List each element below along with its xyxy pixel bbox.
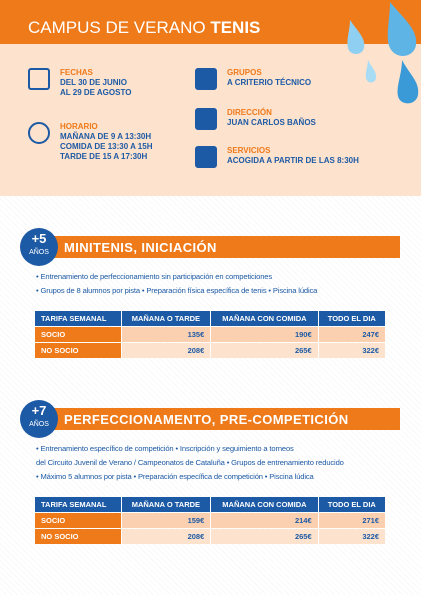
bullet-line: • Entrenamiento específico de competició…: [36, 444, 294, 453]
bullet-line: del Circuito Juvenil de Verano / Campeon…: [36, 458, 344, 467]
header-cell: TARIFA SEMANAL: [35, 497, 121, 512]
info-label: GRUPOS: [227, 68, 262, 77]
info-line: AL 29 DE AGOSTO: [60, 88, 132, 97]
bullet-line: • Entrenamiento de perfeccionamiento sin…: [36, 272, 272, 281]
bullet-line: • Máximo 5 alumnos por pista • Preparaci…: [36, 472, 314, 481]
price-cell: 247€: [318, 327, 385, 342]
age-circle: [20, 228, 58, 266]
info-line: A CRITERIO TÉCNICO: [227, 78, 312, 87]
header-cell: MAÑANA CON COMIDA: [211, 311, 318, 326]
age-unit: AÑOS: [29, 249, 49, 256]
info-label: SERVICIOS: [227, 146, 271, 155]
water-drops: [347, 2, 419, 104]
row-label: SOCIO: [35, 513, 121, 528]
price-cell: 159€: [121, 513, 211, 528]
price-cell: 322€: [318, 529, 385, 544]
info-line: TARDE DE 15 A 17:30H: [60, 152, 148, 161]
info-line: COMIDA DE 13:30 A 15H: [60, 142, 153, 151]
price-cell: 271€: [318, 513, 385, 528]
info-line: JUAN CARLOS BAÑOS: [227, 118, 316, 127]
section-bar: [48, 236, 400, 258]
header-title: CAMPUS DE VERANO TENIS: [28, 18, 260, 38]
title-bold: TENIS: [210, 18, 261, 37]
price-cell: 208€: [121, 529, 211, 544]
section-bar: [48, 408, 400, 430]
info-label: FECHAS: [60, 68, 93, 77]
price-cell: 265€: [211, 343, 318, 358]
info-icon: [28, 122, 50, 144]
header-cell: MAÑANA O TARDE: [121, 311, 211, 326]
price-cell: 214€: [211, 513, 318, 528]
header-cell: TODO EL DIA: [318, 311, 385, 326]
row-label: NO SOCIO: [35, 529, 121, 544]
info-icon: [28, 68, 50, 90]
header-cell: MAÑANA CON COMIDA: [211, 497, 318, 512]
info-label: DIRECCIÓN: [227, 108, 272, 117]
info-label: HORARIO: [60, 122, 98, 131]
price-cell: 190€: [211, 327, 318, 342]
row-label: NO SOCIO: [35, 343, 121, 358]
table-row: SOCIO 159€ 214€ 271€: [35, 513, 385, 528]
age-value: +7: [31, 403, 47, 418]
price-table: TARIFA SEMANAL MAÑANA O TARDE MAÑANA CON C…: [34, 310, 386, 359]
section-title: PERFECCIONAMENTO, PRE-COMPETICIÓN: [64, 412, 349, 427]
title-light: CAMPUS DE VERANO: [28, 18, 206, 37]
table-row: SOCIO 135€ 190€ 247€: [35, 327, 385, 342]
header-cell: MAÑANA O TARDE: [121, 497, 211, 512]
age-circle: [20, 400, 58, 438]
bullet-line: • Grupos de 8 alumnos por pista • Prepar…: [36, 286, 318, 295]
price-cell: 265€: [211, 529, 318, 544]
price-cell: 135€: [121, 327, 211, 342]
age-value: +5: [31, 231, 47, 246]
info-icon: [195, 108, 217, 130]
info-line: ACOGIDA A PARTIR DE LAS 8:30H: [227, 156, 359, 165]
info-icon: [195, 68, 217, 90]
info-line: MAÑANA DE 9 A 13:30H: [60, 132, 152, 141]
price-table: TARIFA SEMANAL MAÑANA O TARDE MAÑANA CON C…: [34, 496, 386, 545]
table-header: TARIFA SEMANAL MAÑANA O TARDE MAÑANA CON C…: [35, 311, 385, 326]
header-cell: TARIFA SEMANAL: [35, 311, 121, 326]
age-unit: AÑOS: [29, 421, 49, 428]
info-line: DEL 30 DE JUNIO: [60, 78, 127, 87]
table-row: NO SOCIO 208€ 265€ 322€: [35, 343, 385, 358]
info-icon: [195, 146, 217, 168]
header-cell: TODO EL DIA: [318, 497, 385, 512]
row-label: SOCIO: [35, 327, 121, 342]
section-title: MINITENIS, INICIACIÓN: [64, 240, 217, 255]
price-cell: 322€: [318, 343, 385, 358]
price-cell: 208€: [121, 343, 211, 358]
table-row: NO SOCIO 208€ 265€ 322€: [35, 529, 385, 544]
table-header: TARIFA SEMANAL MAÑANA O TARDE MAÑANA CON C…: [35, 497, 385, 512]
